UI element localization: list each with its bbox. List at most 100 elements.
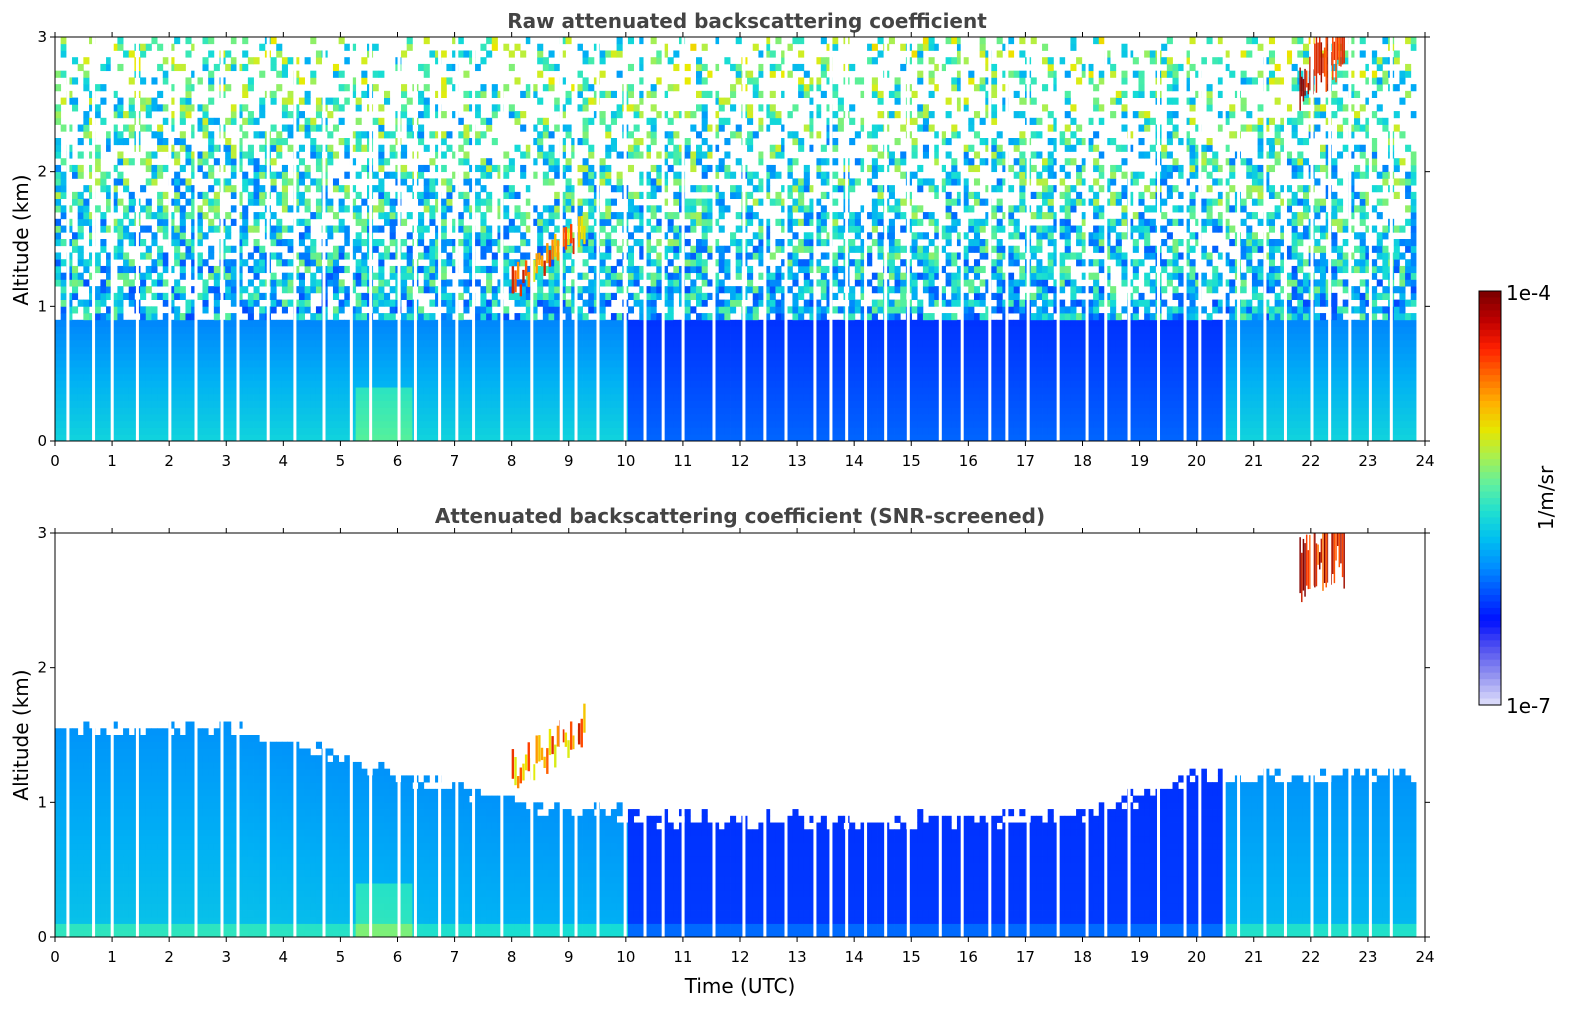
heatmap-cell (542, 366, 549, 375)
heatmap-cell (157, 380, 164, 388)
heatmap-cell (128, 265, 135, 274)
heatmap-cell (644, 218, 652, 226)
heatmap-cell (452, 259, 459, 267)
heatmap-cell (304, 245, 311, 253)
heatmap-cell (554, 407, 561, 415)
heatmap-cell (548, 393, 555, 401)
heatmap-cell (537, 353, 544, 361)
heatmap-cell (605, 434, 612, 442)
heatmap-cell (77, 326, 84, 334)
heatmap-cell (752, 90, 759, 98)
heatmap-cell (310, 178, 317, 186)
heatmap-cell (406, 340, 413, 348)
heatmap-cell (429, 185, 436, 193)
heatmap-cell (174, 353, 181, 361)
heatmap-cell (582, 259, 589, 267)
heatmap-cell (769, 151, 776, 159)
heatmap-cell (588, 279, 595, 287)
heatmap-cell (639, 225, 646, 233)
heatmap-cell (140, 420, 147, 428)
heatmap-cell (508, 333, 515, 341)
heatmap-cell (571, 151, 578, 159)
heatmap-cell (162, 117, 169, 125)
heatmap-cell (338, 319, 345, 327)
heatmap-cell (55, 171, 62, 179)
heatmap-cell (355, 353, 362, 361)
heatmap-cell (639, 171, 646, 179)
heatmap-cell (701, 164, 708, 173)
heatmap-cell (202, 306, 209, 314)
heatmap-cell (191, 414, 198, 422)
heatmap-cell (724, 393, 731, 401)
heatmap-cell (55, 185, 62, 193)
heatmap-cell (349, 198, 357, 206)
heatmap-cell (735, 299, 742, 307)
heatmap-cell (673, 387, 680, 395)
heatmap-cell (599, 366, 606, 375)
heatmap-cell (202, 279, 209, 287)
heatmap-cell (684, 77, 691, 85)
heatmap-cell (384, 218, 391, 226)
heatmap-cell (588, 292, 595, 300)
heatmap-cell (537, 239, 544, 247)
heatmap-cell (128, 292, 135, 300)
heatmap-cell (304, 387, 311, 395)
heatmap-cell (123, 279, 130, 287)
heatmap-cell (446, 77, 453, 85)
heatmap-cell (644, 353, 652, 361)
heatmap-cell (60, 191, 67, 199)
heatmap-cell (730, 387, 737, 395)
heatmap-cell (236, 191, 243, 199)
heatmap-cell (185, 366, 192, 375)
heatmap-cell (650, 164, 657, 173)
heatmap-cell (747, 144, 754, 152)
heatmap-cell (253, 299, 260, 307)
heatmap-cell (463, 70, 470, 78)
heatmap-cell (332, 366, 340, 375)
heatmap-cell (344, 400, 351, 408)
heatmap-cell (372, 171, 379, 179)
heatmap-cell (775, 387, 782, 395)
heatmap-cell (650, 185, 657, 193)
heatmap-cell (389, 299, 396, 307)
heatmap-cell (707, 373, 714, 381)
heatmap-cell (236, 272, 243, 280)
heatmap-cell (253, 326, 260, 334)
heatmap-cell (565, 185, 572, 193)
heatmap-cell (457, 387, 464, 395)
heatmap-cell (332, 104, 340, 112)
heatmap-cell (100, 353, 107, 361)
heatmap-cell (168, 198, 175, 206)
heatmap-cell (565, 360, 572, 368)
heatmap-cell (486, 400, 493, 408)
heatmap-cell (525, 380, 532, 388)
heatmap-cell (128, 346, 135, 354)
heatmap-cell (418, 380, 425, 388)
heatmap-cell (191, 70, 198, 78)
heatmap-cell (111, 346, 118, 354)
heatmap-cell (474, 387, 481, 395)
heatmap-cell (480, 117, 487, 125)
heatmap-cell (525, 407, 532, 415)
heatmap-cell (610, 279, 617, 287)
heatmap-cell (327, 353, 334, 361)
heatmap-cell (196, 225, 203, 233)
heatmap-cell (327, 151, 334, 159)
heatmap-cell (355, 299, 362, 307)
heatmap-cell (406, 97, 413, 105)
heatmap-cell (644, 380, 652, 388)
heatmap-cell (281, 340, 288, 348)
heatmap-cell (111, 407, 118, 415)
heatmap-cell (696, 212, 703, 220)
heatmap-cell (457, 373, 464, 381)
heatmap-cell (696, 104, 703, 112)
heatmap-cell (673, 393, 680, 401)
heatmap-cell (145, 225, 152, 233)
heatmap-cell (106, 265, 113, 274)
heatmap-cell (548, 420, 555, 428)
heatmap-cell (616, 414, 623, 422)
heatmap-cell (106, 393, 113, 401)
heatmap-cell (259, 360, 266, 368)
heatmap-cell (525, 373, 532, 381)
heatmap-cell (559, 265, 566, 274)
